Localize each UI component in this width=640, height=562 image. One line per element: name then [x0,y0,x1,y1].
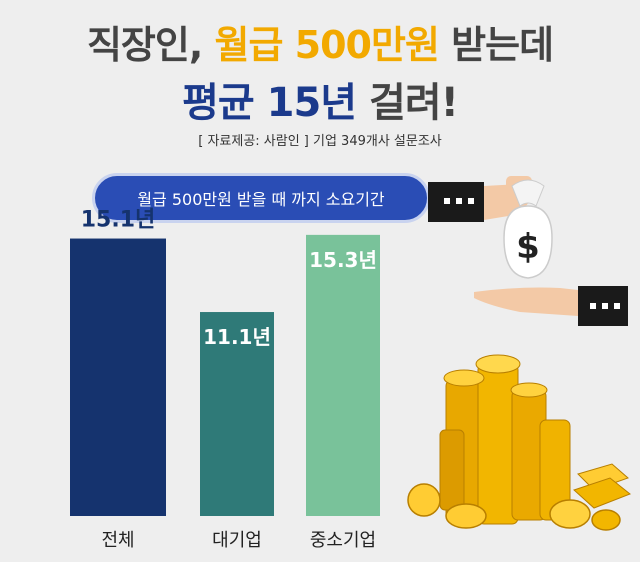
title-line-2: 평균 15년 걸려! [0,70,640,128]
title-line-1: 직장인, 월급 500만원 받는데 [0,14,640,69]
source-note: [ 자료제공: 사람인 ] 기업 349개사 설문조사 [198,134,442,149]
category-label-1: 전체 [101,530,134,551]
title-line-1-highlight: 월급 500만원 [214,23,440,67]
bar-2 [200,312,274,516]
money-bag-icon: $ [503,179,553,279]
title-line-1-c: 받는데 [451,23,554,67]
bar-value-label-2: 11.1년 [203,325,271,349]
bar-1 [70,238,166,516]
category-label-3: 중소기업 [310,530,376,551]
subtitle-pill: 월급 500만원 받을 때 까지 소요기간 [92,173,430,223]
illustration: $ [407,176,631,531]
category-label-2: 대기업 [212,530,262,551]
title-line-1-a: 직장인, [86,23,203,67]
bar-value-label-3: 15.3년 [309,248,377,272]
bar-3 [306,234,380,517]
title-line-2-b: 걸려! [369,80,459,126]
lower-hand-icon [474,286,628,326]
bar-value-label-1: 15.1년 [81,208,156,233]
title-line-2-highlight: 평균 15년 [182,80,357,126]
gold-coins-icon [407,354,631,531]
svg-text:$: $ [516,227,540,267]
